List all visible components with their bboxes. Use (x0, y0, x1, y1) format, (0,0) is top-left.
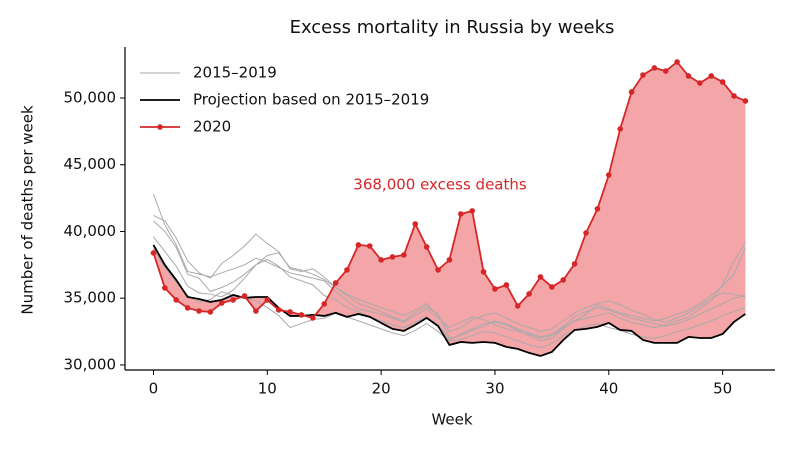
point (162, 285, 168, 291)
point (571, 261, 578, 267)
x-tick-label: 20 (372, 380, 391, 398)
series-line (152, 244, 746, 357)
point (401, 252, 407, 258)
point (731, 93, 737, 99)
point (389, 254, 396, 260)
point (253, 308, 259, 314)
point (173, 297, 180, 303)
point (742, 98, 749, 104)
legend-label: Projection based on 2015–2019 (193, 91, 429, 109)
point (207, 309, 214, 315)
point (366, 243, 373, 249)
x-tick-label: 50 (713, 380, 732, 398)
point (355, 242, 362, 248)
point (606, 172, 612, 178)
point (583, 230, 589, 236)
point (719, 79, 726, 85)
history-line (153, 248, 746, 349)
annotation: 368,000 excess deaths (353, 176, 527, 194)
point (549, 284, 555, 290)
point (310, 315, 316, 321)
point (196, 308, 202, 314)
history-line (153, 220, 746, 342)
point (344, 267, 350, 273)
point (446, 257, 453, 263)
point (321, 301, 328, 307)
point (469, 208, 475, 214)
point (640, 72, 646, 78)
y-tick-label: 40,000 (64, 222, 117, 240)
point (378, 257, 384, 263)
chart-title: Excess mortality in Russia by weeks (290, 17, 615, 38)
point (150, 250, 157, 256)
point (480, 269, 487, 275)
x-tick-label: 30 (485, 380, 504, 398)
point (662, 68, 669, 74)
point (241, 293, 248, 299)
point (230, 297, 236, 303)
point (435, 267, 441, 273)
point (697, 80, 703, 86)
y-axis-label: Number of deaths per week (19, 105, 37, 315)
point (423, 244, 430, 250)
point (332, 280, 339, 286)
history-line (153, 214, 746, 339)
point (287, 309, 293, 315)
history-line (153, 236, 746, 333)
point (685, 73, 692, 79)
point (617, 126, 623, 132)
legend-label: 2020 (193, 118, 231, 136)
point (674, 59, 680, 65)
point (458, 211, 464, 217)
y-tick-label: 50,000 (64, 88, 117, 106)
point (298, 312, 305, 318)
point (560, 277, 567, 283)
x-tick-label: 10 (258, 380, 277, 398)
x-tick-label: 40 (599, 380, 618, 398)
x-axis-label: Week (431, 411, 472, 429)
point (264, 297, 271, 303)
x-tick-label: 0 (149, 380, 159, 398)
legend-label: 2015–2019 (193, 64, 277, 82)
point (492, 286, 498, 292)
history-line (152, 193, 746, 339)
point (708, 73, 715, 79)
point (526, 291, 532, 297)
point (651, 65, 658, 71)
y-tick-label: 35,000 (64, 289, 117, 307)
point (218, 300, 225, 306)
legend-marker (157, 124, 163, 130)
point (503, 282, 510, 288)
point (412, 221, 419, 227)
y-tick-label: 30,000 (64, 355, 117, 373)
point (594, 206, 601, 212)
excess-area (153, 61, 746, 356)
point (628, 89, 635, 95)
y-tick-label: 45,000 (64, 155, 117, 173)
point (514, 303, 521, 309)
point (184, 305, 191, 311)
point (537, 274, 544, 280)
point (275, 307, 282, 313)
